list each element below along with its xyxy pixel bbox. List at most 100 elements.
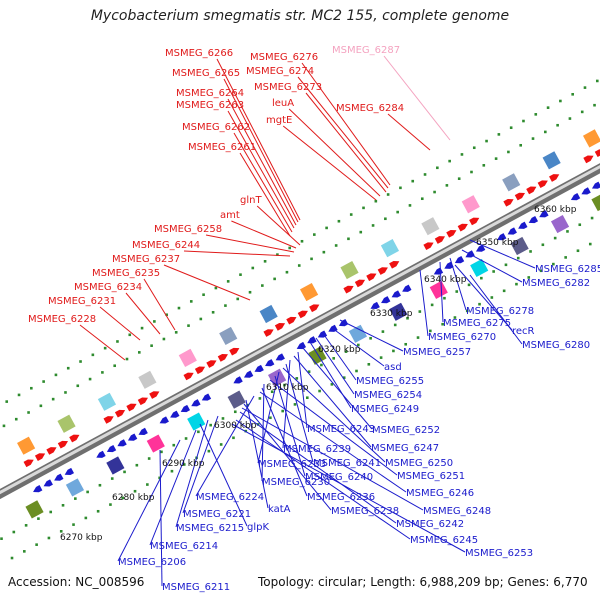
forward-gene-label: MSMEG_6262 [182,122,250,133]
tick-dot [418,310,422,313]
forward-gene-arrow [23,459,34,468]
feature-block [226,389,247,410]
reverse-gene-arrow [170,410,180,418]
feature-block [550,214,570,234]
reverse-leader-line [257,371,280,464]
tick-dot [297,264,301,267]
reverse-leader-line [331,327,385,367]
tick-dot [347,237,350,241]
reverse-gene-label: MSMEG_6252 [372,425,440,436]
reverse-gene-arrow [265,359,275,367]
tick-dot [453,316,457,319]
kbp-tick-label: 6290 kbp [162,459,205,469]
reverse-gene-arrow [254,364,264,372]
reverse-gene-label: recR [512,326,535,337]
feature-block-fill [460,194,481,215]
tick-dot [564,256,567,259]
tick-dot [497,133,501,136]
tick-dot [86,490,89,494]
tick-dot [443,296,446,300]
reverse-gene-label: MSMEG_6243 [307,424,375,435]
tick-dot [101,371,104,374]
forward-gene-arrow [149,391,160,399]
feature-block-fill [56,413,77,434]
tick-dot [12,530,16,534]
tick-dot [583,86,587,89]
reverse-leader-line [461,249,523,283]
feature-block-fill [177,347,198,368]
forward-leader-line [233,132,293,233]
kbp-tick-label: 6280 kbp [112,493,155,503]
tick-dot [236,297,240,301]
tick-dot [406,316,409,320]
kbp-tick-label: 6340 kbp [424,275,467,285]
genome-title: Mycobacterium smegmatis str. MC2 155, co… [90,8,510,24]
reverse-gene-arrow [475,244,486,252]
tick-dot [121,496,125,500]
tick-dot [522,119,525,123]
tick-dot [30,386,33,390]
tick-dot [307,370,311,373]
tick-dot [318,389,321,393]
feature-block [105,455,126,476]
tick-dot [332,357,336,360]
reverse-gene-arrow [433,267,444,275]
tick-dot [147,457,151,460]
tick-dot [344,350,348,353]
tick-dot [509,126,513,130]
tick-dot [182,463,186,466]
tick-dot [103,346,107,350]
reverse-gene-label: MSMEG_6248 [423,506,491,517]
tick-dot [146,483,149,486]
reverse-leader-line [239,411,397,524]
forward-leader-line [256,205,301,246]
forward-gene-arrow [286,316,297,325]
feature-block [509,236,530,256]
feature-block [258,304,279,324]
tick-dot [541,243,545,247]
tick-dot [293,403,297,406]
tick-dot [123,470,126,474]
reverse-leader-line [302,347,373,430]
tick-dot [392,349,395,353]
tick-dot [59,530,63,533]
feature-block-fill [590,192,600,212]
reverse-gene-label: MSMEG_6230 [262,477,330,488]
tick-dot [580,110,584,114]
feature-block-fill [24,499,45,520]
reverse-gene-label: MSMEG_6206 [118,557,186,568]
forward-gene-arrow [446,229,457,238]
reverse-leader-line [419,269,429,337]
tick-dot [110,477,114,480]
feature-block [145,433,166,454]
tick-dot [232,436,235,440]
feature-block [186,411,207,432]
reverse-leader-line [469,274,523,345]
tick-dot [285,270,289,274]
tick-dot [160,450,163,454]
forward-gene-arrow [114,409,126,418]
tick-dot [386,193,390,196]
feature-block [420,216,441,237]
feature-block-fill [501,172,522,193]
tick-dot [135,463,139,467]
forward-gene-arrow [503,198,514,207]
tick-dot [416,336,420,339]
forward-gene-arrow [389,260,400,269]
tick-dot [174,331,178,334]
reverse-leader-line [117,439,181,562]
forward-gene-label: MSMEG_6263 [176,100,244,111]
feature-block-fill [186,411,207,432]
reverse-leader-line [282,367,386,463]
tick-dot [457,177,461,180]
reverse-gene-arrow [127,433,138,441]
tick-dot [433,190,436,194]
tick-dot [507,150,510,154]
feature-block-fill [226,389,247,410]
reverse-gene-label: MSMEG_6280 [522,340,590,351]
feature-block-fill [380,238,400,259]
tick-dot [189,300,193,303]
tick-dot [381,330,385,333]
